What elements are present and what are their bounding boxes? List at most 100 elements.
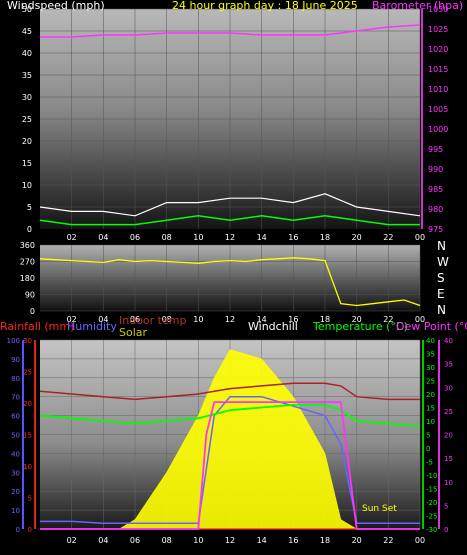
direction-x-tick-label: 12 xyxy=(225,315,235,324)
barometer-tick-label: 990 xyxy=(428,165,443,174)
wind-tick-label: 15 xyxy=(22,159,32,168)
wind-x-tick-label: 22 xyxy=(383,233,393,242)
dewpoint-tick-label: 30 xyxy=(444,384,453,392)
temp-tick-label: -15 xyxy=(426,486,437,494)
humidity-tick-label: 0 xyxy=(16,526,20,534)
barometer-tick-label: 1025 xyxy=(428,25,448,34)
humidity-tick-label: 10 xyxy=(11,507,20,515)
rain-tick-label: 20 xyxy=(23,400,32,408)
compass-e: E xyxy=(437,287,445,301)
direction-tick-label: 270 xyxy=(20,258,35,267)
temp-tick-label: 40 xyxy=(426,337,435,345)
direction-tick-label: 0 xyxy=(30,307,35,316)
direction-x-tick-label: 06 xyxy=(130,315,140,324)
humidity-tick-label: 100 xyxy=(7,337,20,345)
barometer-tick-label: 995 xyxy=(428,145,443,154)
windspeed-axis-label: Windspeed (mph) xyxy=(7,0,105,12)
temp-x-tick-label: 14 xyxy=(257,536,267,545)
tick-labels: 0510152025303540455097598098599099510001… xyxy=(7,5,453,545)
wind-tick-label: 45 xyxy=(22,27,32,36)
wind-tick-label: 35 xyxy=(22,71,32,80)
dewpoint-tick-label: 35 xyxy=(444,361,453,369)
wind-tick-label: 30 xyxy=(22,93,32,102)
wind-x-tick-label: 14 xyxy=(257,233,267,242)
rainfall-label: Rainfall (mm) xyxy=(0,320,74,333)
dewpoint-tick-label: 0 xyxy=(444,526,448,534)
compass-s: S xyxy=(437,271,445,285)
gust-line xyxy=(39,215,420,226)
direction-x-tick-label: 00 xyxy=(415,315,425,324)
dewpoint-tick-label: 15 xyxy=(444,455,453,463)
solar-area xyxy=(40,349,420,530)
humidity-tick-label: 30 xyxy=(11,469,20,477)
temp-x-tick-label: 12 xyxy=(225,536,235,545)
wind-x-tick-label: 08 xyxy=(162,233,172,242)
direction-x-tick-label: 02 xyxy=(67,315,77,324)
temp-x-tick-label: 18 xyxy=(320,536,330,545)
wind-tick-label: 20 xyxy=(22,137,32,146)
direction-x-tick-label: 14 xyxy=(257,315,267,324)
dewpoint-tick-label: 10 xyxy=(444,479,453,487)
wind-direction-line xyxy=(39,257,421,307)
wind-tick-label: 5 xyxy=(27,203,32,212)
dewpoint-axis-bar xyxy=(438,340,440,529)
direction-x-tick-label: 22 xyxy=(383,315,393,324)
dewpoint-tick-label: 5 xyxy=(444,502,448,510)
barometer-tick-label: 985 xyxy=(428,185,443,194)
wind-tick-label: 0 xyxy=(27,225,32,234)
indoor-temp-line xyxy=(39,382,420,401)
barometer-tick-label: 1000 xyxy=(428,125,448,134)
wind-x-tick-label: 18 xyxy=(320,233,330,242)
wind-x-tick-label: 00 xyxy=(415,233,425,242)
direction-tick-label: 180 xyxy=(20,274,35,283)
rain-tick-label: 25 xyxy=(23,369,32,377)
temp-tick-label: -30 xyxy=(426,526,437,534)
direction-x-tick-label: 08 xyxy=(162,315,172,324)
indoor-temp-label: Indoor temp xyxy=(119,314,186,327)
humidity-tick-label: 80 xyxy=(11,375,20,383)
wind-x-tick-label: 12 xyxy=(225,233,235,242)
wind-tick-label: 50 xyxy=(22,5,32,14)
temp-tick-label: 25 xyxy=(426,378,435,386)
direction-tick-label: 90 xyxy=(25,291,35,300)
wind-x-tick-label: 16 xyxy=(288,233,298,242)
barometer-line xyxy=(40,24,421,38)
direction-tick-label: 360 xyxy=(20,241,35,250)
barometer-tick-label: 1030 xyxy=(428,5,448,14)
rain-axis-bar xyxy=(34,340,36,529)
rain-tick-label: 0 xyxy=(28,526,32,534)
data-series xyxy=(39,24,421,530)
temp-tick-label: 20 xyxy=(426,391,435,399)
temp-x-tick-label: 06 xyxy=(130,536,140,545)
direction-x-tick-label: 04 xyxy=(98,315,108,324)
barometer-tick-label: 1015 xyxy=(428,65,448,74)
barometer-tick-label: 975 xyxy=(428,225,443,234)
temp-x-tick-label: 00 xyxy=(415,536,425,545)
compass-n-bottom: N xyxy=(437,303,446,317)
temp-tick-label: 15 xyxy=(426,405,435,413)
wind-tick-label: 10 xyxy=(22,181,32,190)
wind-x-tick-label: 04 xyxy=(98,233,108,242)
chart-title: 24 hour graph day : 18 June 2025 xyxy=(172,0,358,12)
humidity-tick-label: 50 xyxy=(11,432,20,440)
humidity-axis-bar xyxy=(22,340,24,529)
dewpoint-tick-label: 40 xyxy=(444,337,453,345)
humidity-tick-label: 60 xyxy=(11,413,20,421)
rain-tick-label: 5 xyxy=(28,495,32,503)
wind-x-tick-label: 20 xyxy=(352,233,362,242)
barometer-axis-bar xyxy=(421,9,423,229)
rain-tick-label: 30 xyxy=(23,337,32,345)
compass-w: W xyxy=(437,255,449,269)
temp-tick-label: 0 xyxy=(426,445,430,453)
humidity-tick-label: 90 xyxy=(11,356,20,364)
dewpoint-label: Dew Point (°C) xyxy=(396,320,467,333)
compass-n-top: N xyxy=(437,239,446,253)
temp-tick-label: 35 xyxy=(426,351,435,359)
humidity-line xyxy=(40,395,420,525)
dewpoint-tick-label: 25 xyxy=(444,408,453,416)
temp-tick-label: 10 xyxy=(426,418,435,426)
dewpoint-line xyxy=(40,401,420,530)
temp-tick-label: -20 xyxy=(426,499,437,507)
wind-x-tick-label: 06 xyxy=(130,233,140,242)
